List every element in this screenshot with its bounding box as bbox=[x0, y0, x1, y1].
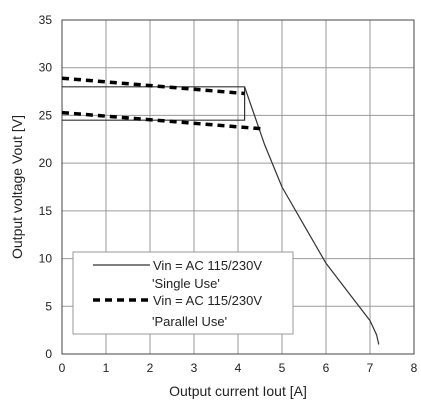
x-tick-label: 6 bbox=[323, 361, 330, 375]
legend-label-parallel-use-line1: Vin = AC 115/230V bbox=[153, 293, 262, 308]
y-tick-label: 0 bbox=[45, 347, 52, 361]
series-line-single-use bbox=[244, 86, 380, 345]
x-axis-title: Output current Iout [A] bbox=[169, 383, 307, 399]
x-tick-label: 5 bbox=[279, 361, 286, 375]
y-tick-label: 35 bbox=[39, 13, 53, 27]
legend-label-single-use-line2: 'Single Use' bbox=[152, 276, 220, 291]
y-tick-label: 10 bbox=[39, 252, 53, 266]
y-axis-title: Output voltage Vout [V] bbox=[9, 115, 25, 259]
plot-frame bbox=[61, 19, 415, 355]
x-tick-label: 3 bbox=[191, 361, 198, 375]
x-tick-label: 2 bbox=[147, 361, 154, 375]
x-tick-label: 7 bbox=[367, 361, 374, 375]
series-line-single-use bbox=[62, 86, 246, 121]
tick-labels: 0 1 2 3 4 5 6 7 8 0 5 10 15 20 25 30 35 bbox=[39, 13, 418, 375]
y-tick-label: 20 bbox=[39, 156, 53, 170]
x-tick-label: 4 bbox=[235, 361, 242, 375]
series-line-parallel-use bbox=[61, 110, 263, 131]
legend: Vin = AC 115/230V 'Single Use' Vin = AC … bbox=[72, 251, 294, 335]
x-tick-label: 0 bbox=[59, 361, 66, 375]
legend-box bbox=[72, 251, 294, 335]
x-tick-label: 1 bbox=[103, 361, 110, 375]
series-layer bbox=[61, 76, 380, 345]
legend-label-parallel-use-line2: 'Parallel Use' bbox=[152, 314, 227, 329]
legend-label-single-use-line1: Vin = AC 115/230V bbox=[153, 258, 262, 273]
y-tick-label: 25 bbox=[39, 108, 53, 122]
y-tick-label: 15 bbox=[39, 204, 53, 218]
x-tick-label: 8 bbox=[411, 361, 418, 375]
y-tick-label: 30 bbox=[39, 61, 53, 75]
y-tick-label: 5 bbox=[45, 299, 52, 313]
series-line-parallel-use bbox=[61, 76, 245, 96]
